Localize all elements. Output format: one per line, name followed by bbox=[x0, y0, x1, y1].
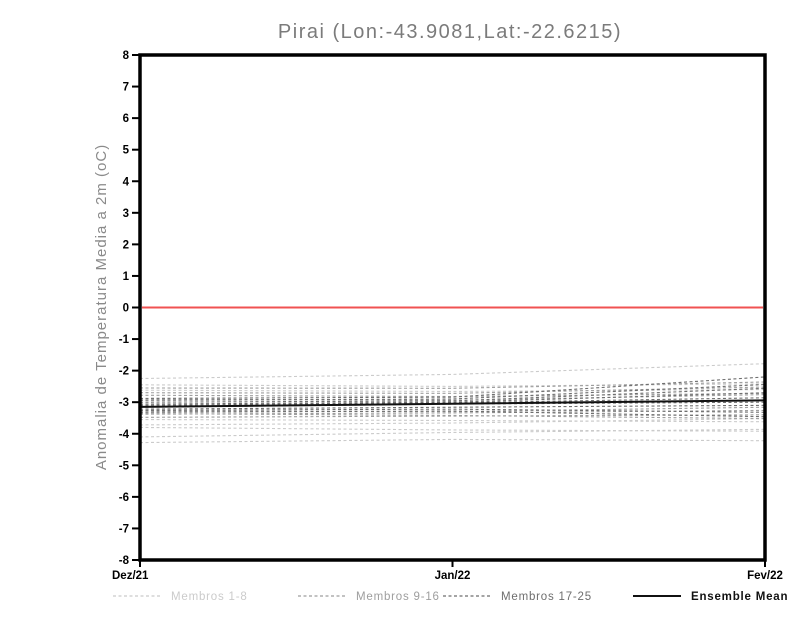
y-tick-label: 4 bbox=[123, 176, 130, 188]
y-tick-label: -8 bbox=[119, 555, 130, 567]
member-line bbox=[139, 383, 766, 387]
y-tick-label: 2 bbox=[123, 239, 129, 251]
legend-label-1-8: Membros 1-8 bbox=[171, 591, 248, 603]
y-tick-label: 0 bbox=[123, 303, 129, 315]
x-tick-label: Dez/21 bbox=[112, 570, 149, 582]
member-line bbox=[139, 412, 766, 420]
member-line bbox=[139, 392, 766, 398]
member-line bbox=[139, 389, 766, 393]
member-line bbox=[139, 438, 766, 444]
member-line bbox=[139, 426, 766, 432]
member-line bbox=[139, 418, 766, 423]
y-tick-label: -1 bbox=[119, 334, 130, 346]
x-tick-label: Fev/22 bbox=[747, 570, 783, 582]
y-tick-label: -7 bbox=[119, 523, 129, 535]
y-tick-label: 6 bbox=[123, 113, 129, 125]
y-tick-label: -5 bbox=[119, 460, 130, 472]
member-line bbox=[139, 406, 766, 413]
x-tick-label: Jan/22 bbox=[435, 570, 471, 582]
y-tick-label: 5 bbox=[123, 145, 130, 157]
y-tick-label: 8 bbox=[123, 50, 130, 62]
y-axis-label: Anomalia de Temperatura Media a 2m (oC) bbox=[93, 144, 110, 470]
y-tick-label: -6 bbox=[119, 492, 129, 504]
legend-label-mean: Ensemble Mean bbox=[691, 591, 788, 603]
ensemble-mean-line bbox=[139, 399, 766, 408]
y-tick-label: 1 bbox=[123, 271, 130, 283]
member-line bbox=[139, 428, 766, 438]
y-tick-label: -2 bbox=[119, 366, 129, 378]
chart-title: Pirai (Lon:-43.9081,Lat:-22.6215) bbox=[278, 21, 622, 43]
plot-area: -8 -7 -6 -5 -4 -3 -2 -1 0 1 2 3 4 5 6 7 8 Dez/21 Jan/22 Fev… bbox=[112, 50, 783, 582]
member-line bbox=[139, 363, 766, 380]
chart-legend: Membros 1-8 Membros 9-16 Membros 17-25 Ense… bbox=[113, 591, 788, 603]
legend-label-9-16: Membros 9-16 bbox=[356, 591, 440, 603]
y-tick-label: 7 bbox=[123, 82, 129, 94]
y-tick-label: -4 bbox=[119, 429, 130, 441]
y-tick-label: 3 bbox=[123, 208, 129, 220]
legend-label-17-25: Membros 17-25 bbox=[501, 591, 592, 603]
y-tick-label: -3 bbox=[119, 397, 129, 409]
member-line bbox=[139, 414, 766, 418]
